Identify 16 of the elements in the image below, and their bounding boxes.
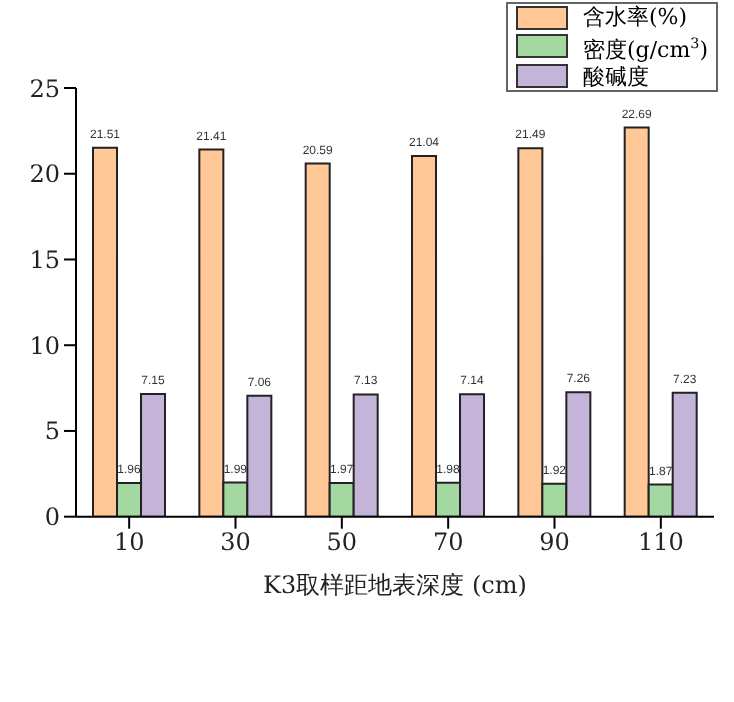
x-tick-label: 90 xyxy=(539,527,570,556)
legend-label: 酸碱度 xyxy=(583,63,650,90)
y-tick-label: 25 xyxy=(29,74,60,103)
x-tick-label: 70 xyxy=(432,527,464,556)
y-tick-label: 20 xyxy=(29,160,60,189)
y-tick-label: 0 xyxy=(44,503,60,532)
x-tick-label: 30 xyxy=(220,527,251,556)
x-tick-label: 50 xyxy=(326,527,358,556)
y-tick-label: 10 xyxy=(29,331,60,360)
legend-label: 含水率(%) xyxy=(583,4,688,30)
x-tick-label: 10 xyxy=(113,527,145,556)
x-tick-label: 110 xyxy=(637,527,684,556)
x-axis-title: K3取样距地表深度 (cm) xyxy=(263,570,527,599)
legend-label: 密度(g/cm$^{3}$) xyxy=(583,34,708,64)
y-tick-label: 15 xyxy=(29,245,60,274)
y-tick-label: 5 xyxy=(44,417,60,446)
